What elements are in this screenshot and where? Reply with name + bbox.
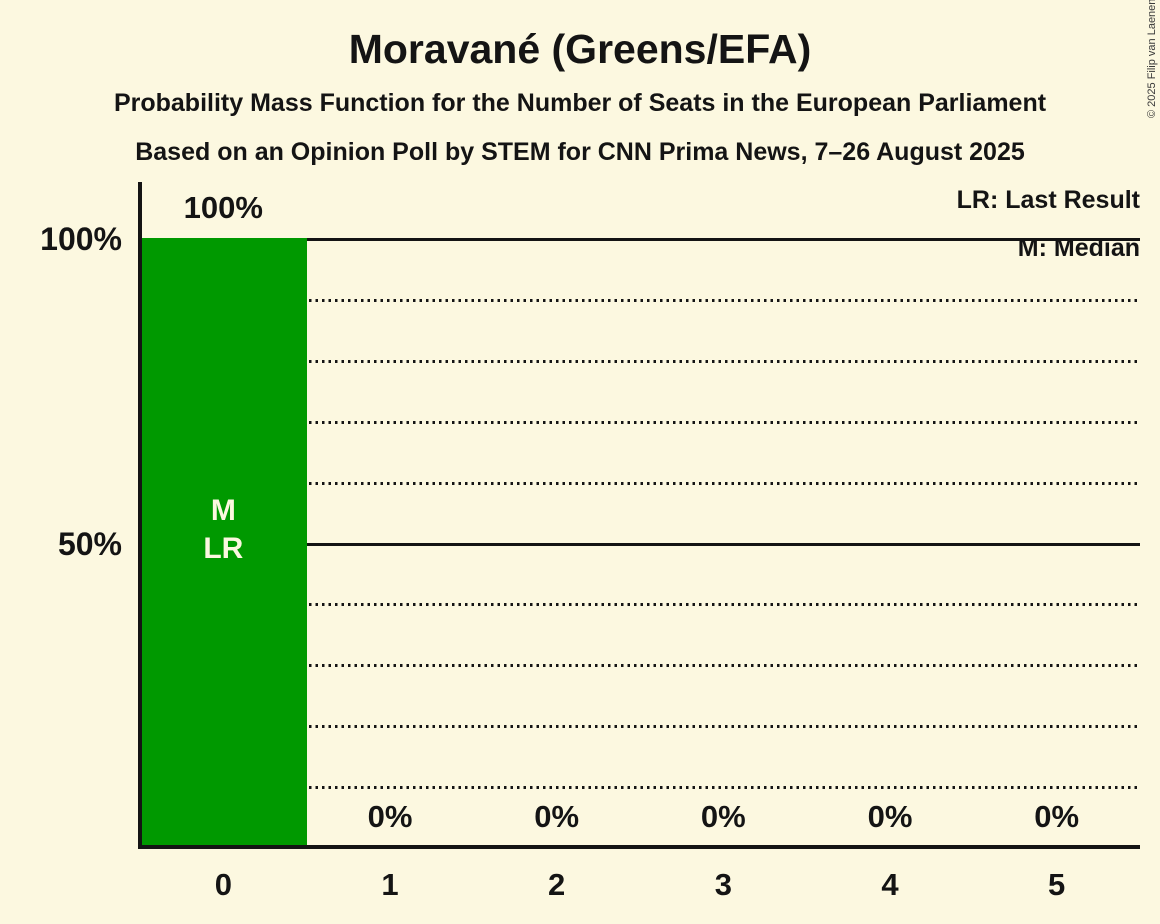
gridline-dotted-10pct [140, 786, 1140, 789]
gridline-solid-100pct [140, 238, 1140, 241]
x-axis-label-1: 1 [381, 867, 399, 902]
gridline-dotted-60pct [140, 482, 1140, 485]
x-axis-label-3: 3 [714, 867, 732, 902]
legend-last-result: LR: Last Result [956, 186, 1140, 214]
gridline-dotted-40pct [140, 603, 1140, 606]
x-axis-label-0: 0 [214, 867, 232, 902]
legend-median: M: Median [1017, 234, 1140, 262]
chart-title: Moravané (Greens/EFA) [348, 26, 812, 72]
bar-value-label-4: 0% [867, 799, 913, 834]
gridline-dotted-90pct [140, 299, 1140, 302]
chart-subtitle-line2: Based on an Opinion Poll by STEM for CNN… [135, 138, 1025, 166]
gridline-solid-50pct [140, 543, 1140, 546]
x-axis-label-4: 4 [881, 867, 899, 902]
bar-value-label-5: 0% [1034, 799, 1080, 834]
gridline-dotted-20pct [140, 725, 1140, 728]
bar-value-label-3: 0% [700, 799, 746, 834]
x-axis-line [138, 845, 1140, 849]
gridline-dotted-80pct [140, 360, 1140, 363]
x-axis-label-2: 2 [548, 867, 566, 902]
y-axis-tick-label-50: 50% [57, 526, 122, 562]
bar-value-label-2: 0% [534, 799, 580, 834]
chart-subtitle-line1: Probability Mass Function for the Number… [113, 89, 1047, 117]
gridline-dotted-30pct [140, 664, 1140, 667]
bar-annotation-line: M [210, 493, 236, 527]
y-axis-line [138, 182, 142, 849]
bar-value-label-1: 0% [367, 799, 413, 834]
bar-annotation-line: LR [203, 531, 244, 565]
bar-annotation-median-last-result: M LR [140, 492, 307, 568]
bar-value-label-0: 100% [183, 190, 263, 225]
y-axis-tick-label-100: 100% [40, 221, 122, 257]
x-axis-label-5: 5 [1048, 867, 1066, 902]
gridline-dotted-70pct [140, 421, 1140, 424]
bar-seats-0 [140, 238, 308, 847]
